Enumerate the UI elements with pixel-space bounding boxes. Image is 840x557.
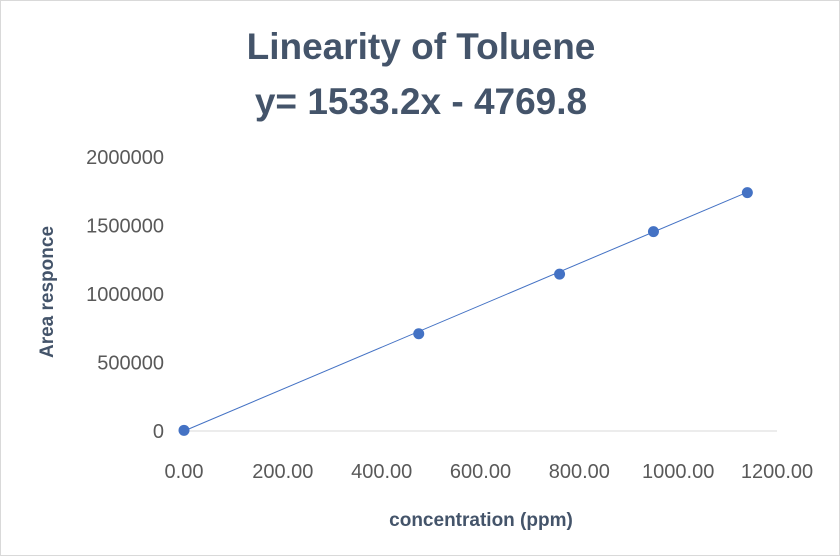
y-tick-label: 1000000 [86, 284, 164, 306]
y-tick-label: 500000 [97, 353, 164, 375]
chart-subtitle: y= 1533.2x - 4769.8 [255, 81, 587, 122]
data-point [554, 268, 566, 280]
data-point [413, 328, 425, 340]
x-tick-label: 1000.00 [642, 461, 714, 483]
x-axis-title: concentration (ppm) [389, 510, 573, 531]
x-tick-label: 800.00 [549, 461, 610, 483]
trendline-layer [183, 191, 748, 432]
chart-title: Linearity of Toluene [247, 26, 596, 67]
x-tick-label: 0.00 [165, 461, 204, 483]
y-tick-label: 0 [153, 421, 164, 443]
y-tick-label: 2000000 [86, 147, 164, 169]
data-point [647, 226, 659, 238]
x-tick-label: 1200.00 [741, 461, 813, 483]
data-point [741, 187, 753, 199]
x-tick-label: 200.00 [252, 461, 313, 483]
x-tick-label: 400.00 [351, 461, 412, 483]
data-points [178, 187, 753, 436]
trendline [183, 191, 748, 432]
y-tick-label: 1500000 [86, 216, 164, 238]
x-tick-label: 600.00 [450, 461, 511, 483]
x-tick-labels: 0.00 200.00 400.00 600.00 800.00 1000.00 1200.… [165, 461, 814, 483]
y-tick-labels: 0 500000 1000000 1500000 2000000 [86, 147, 164, 443]
y-axis-title: Area responce [37, 226, 58, 358]
data-point [178, 424, 190, 436]
